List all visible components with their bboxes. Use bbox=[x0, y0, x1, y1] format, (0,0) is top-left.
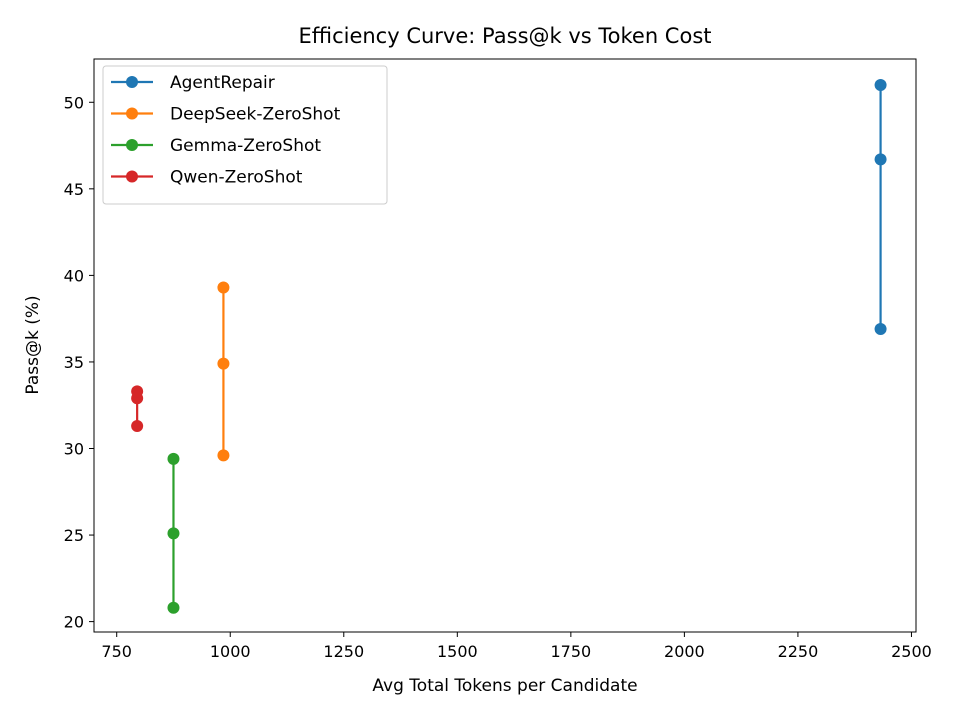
data-point bbox=[874, 78, 887, 91]
x-tick-label: 2250 bbox=[778, 642, 819, 661]
y-tick-label: 50 bbox=[64, 93, 84, 112]
series-layer bbox=[131, 78, 887, 614]
legend-box bbox=[102, 65, 388, 205]
y-tick-label: 45 bbox=[64, 180, 84, 199]
legend-label: AgentRepair bbox=[170, 73, 275, 93]
y-tick-label: 20 bbox=[64, 613, 84, 632]
x-axis-label: Avg Total Tokens per Candidate bbox=[372, 676, 637, 696]
legend-marker bbox=[126, 170, 138, 183]
y-tick-label: 30 bbox=[64, 440, 84, 459]
y-tick-label: 40 bbox=[64, 266, 84, 285]
data-point bbox=[131, 419, 144, 432]
x-tick-label: 1000 bbox=[210, 642, 251, 661]
chart-title: Efficiency Curve: Pass@k vs Token Cost bbox=[299, 24, 712, 48]
legend-marker bbox=[126, 76, 138, 88]
y-axis: 20 25 30 35 40 45 50 bbox=[64, 93, 94, 632]
data-point bbox=[131, 385, 144, 398]
data-point bbox=[217, 281, 230, 294]
x-tick-label: 1750 bbox=[550, 642, 591, 661]
data-point bbox=[167, 452, 180, 465]
data-point bbox=[217, 357, 230, 370]
legend-label: Qwen-ZeroShot bbox=[170, 168, 303, 188]
data-point bbox=[217, 449, 230, 462]
legend-marker bbox=[126, 139, 138, 151]
x-tick-label: 750 bbox=[101, 642, 132, 661]
y-tick-label: 35 bbox=[64, 353, 84, 372]
series-deepseek-zeroshot bbox=[217, 281, 230, 462]
series-gemma-zeroshot bbox=[167, 452, 180, 614]
legend-label: Gemma-ZeroShot bbox=[170, 136, 321, 156]
plot-frame bbox=[93, 58, 917, 633]
x-tick-label: 1250 bbox=[323, 642, 364, 661]
x-axis: 750 1000 1250 1500 1750 2000 2250 2500 bbox=[101, 632, 932, 661]
y-tick-label: 25 bbox=[64, 526, 84, 545]
x-tick-label: 2500 bbox=[891, 642, 932, 661]
legend-label: DeepSeek-ZeroShot bbox=[170, 105, 341, 125]
legend-marker bbox=[126, 107, 138, 120]
series-qwen-zeroshot bbox=[131, 385, 144, 432]
data-point bbox=[167, 527, 180, 540]
data-point bbox=[874, 153, 887, 166]
data-point bbox=[167, 601, 180, 614]
y-axis-label: Pass@k (%) bbox=[23, 295, 43, 394]
legend-item: DeepSeek-ZeroShot bbox=[111, 105, 341, 125]
legend-item: Gemma-ZeroShot bbox=[111, 136, 321, 156]
data-point bbox=[874, 323, 887, 336]
x-tick-label: 2000 bbox=[664, 642, 705, 661]
legend-item: AgentRepair bbox=[111, 73, 275, 93]
series-agentrepair bbox=[874, 78, 887, 336]
legend: AgentRepair DeepSeek-ZeroShot Gemma-ZeroSh… bbox=[102, 65, 388, 205]
legend-item: Qwen-ZeroShot bbox=[111, 168, 303, 188]
x-tick-label: 1500 bbox=[437, 642, 478, 661]
